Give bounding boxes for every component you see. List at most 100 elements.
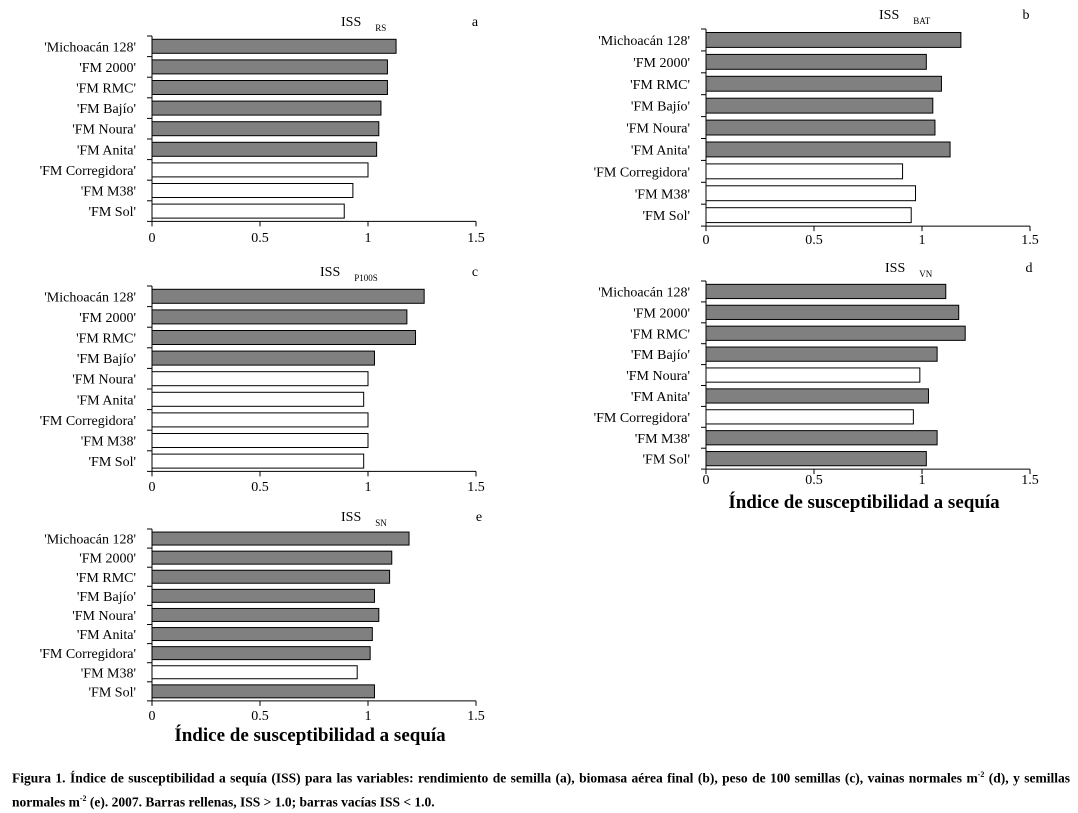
bar xyxy=(151,646,371,661)
bar xyxy=(705,207,912,224)
bar xyxy=(151,569,391,584)
bar xyxy=(151,182,354,199)
x-tick-label: 0.5 xyxy=(805,233,823,248)
panel-title-e: ISS SN xyxy=(341,510,387,528)
bar xyxy=(705,346,938,362)
category-label: 'FM RMC' xyxy=(76,332,136,347)
bar xyxy=(705,388,929,404)
category-label: 'FM Anita' xyxy=(77,628,136,643)
panel-title-b: ISS BAT xyxy=(879,8,931,26)
bar xyxy=(151,391,365,407)
bar xyxy=(151,550,393,565)
bar xyxy=(705,53,927,70)
bar xyxy=(705,367,921,383)
bar xyxy=(151,588,375,603)
panel-letter-b: b xyxy=(1023,8,1030,23)
bar xyxy=(151,162,369,178)
bar xyxy=(151,309,408,325)
panel-title-c: ISS P100S xyxy=(320,265,378,283)
category-label: 'FM 2000' xyxy=(633,56,690,71)
panel-title-subscript: BAT xyxy=(913,16,931,26)
x-tick-label: 1.5 xyxy=(1021,473,1039,488)
panel-title-main: ISS xyxy=(879,8,899,23)
category-label: 'FM M38' xyxy=(635,187,690,202)
category-label: 'FM RMC' xyxy=(76,571,136,586)
caption-text-3: (e). 2007. Barras rellenas, ISS > 1.0; b… xyxy=(86,794,435,809)
x-tick-label: 1.5 xyxy=(467,231,485,246)
category-label: 'FM 2000' xyxy=(633,306,690,321)
category-label: 'FM 2000' xyxy=(79,552,136,567)
caption-sup-1: -2 xyxy=(977,770,985,779)
panel-title-main: ISS xyxy=(341,510,361,525)
panel-title-main: ISS xyxy=(341,15,361,30)
category-label: 'FM Noura' xyxy=(626,122,690,137)
bar xyxy=(151,350,375,366)
bar xyxy=(151,432,369,449)
bar xyxy=(151,665,358,680)
panel-letter-e: e xyxy=(476,510,482,525)
bar xyxy=(705,75,942,92)
x-tick-label: 0 xyxy=(703,233,710,248)
category-label: 'FM Bajío' xyxy=(631,100,690,115)
chart-panel-e: ISS SN e 'Michoacán 128' 'FM 2000' 'FM RMC' 'F… xyxy=(40,510,485,746)
category-label: 'FM Corregidora' xyxy=(594,411,690,426)
caption-text-1: Figura 1. Índice de susceptibilidad a se… xyxy=(12,770,978,786)
bar xyxy=(151,100,382,116)
category-label: 'FM M38' xyxy=(81,435,136,450)
chart-panel-d: ISS VN d 'Michoacán 128' 'FM 2000' 'FM RMC' 'F… xyxy=(594,261,1039,513)
bar xyxy=(151,59,388,75)
panel-title-main: ISS xyxy=(320,265,340,280)
category-label: 'FM M38' xyxy=(635,432,690,447)
bar xyxy=(151,453,365,469)
category-label: 'Michoacán 128' xyxy=(598,34,690,49)
caption-text-2: (d), y semillas normales m xyxy=(12,770,1071,810)
chart-panel-a: ISS RS a 'Michoacán 128' 'FM 2000' 'FM RMC' 'F… xyxy=(40,15,485,246)
panel-letter-d: d xyxy=(1026,261,1033,276)
panel-title-subscript: VN xyxy=(919,269,932,279)
category-label: 'Michoacán 128' xyxy=(44,290,136,305)
x-tick-label: 0.5 xyxy=(251,709,269,724)
x-axis-label: Índice de susceptibilidad a sequía xyxy=(728,491,1000,513)
x-tick-label: 1.5 xyxy=(1021,233,1039,248)
category-label: 'FM RMC' xyxy=(630,327,690,342)
panel-title-a: ISS RS xyxy=(341,15,386,33)
x-tick-label: 0.5 xyxy=(805,473,823,488)
x-tick-label: 1 xyxy=(365,709,372,724)
bar xyxy=(705,283,947,300)
bar xyxy=(151,607,380,622)
bar xyxy=(705,97,934,114)
bar xyxy=(151,684,375,699)
category-label: 'FM Noura' xyxy=(72,609,136,624)
category-label: 'FM Bajío' xyxy=(631,348,690,363)
bar xyxy=(705,163,904,180)
category-label: 'FM Anita' xyxy=(631,143,690,158)
panel-title-subscript: SN xyxy=(375,518,387,528)
x-tick-label: 1 xyxy=(919,233,926,248)
x-tick-label: 1.5 xyxy=(467,480,485,495)
category-label: 'FM Bajío' xyxy=(77,352,136,367)
bar xyxy=(151,412,369,428)
category-label: 'FM 2000' xyxy=(79,61,136,76)
panel-letter-c: c xyxy=(472,265,478,280)
category-label: 'FM 2000' xyxy=(79,311,136,326)
category-label: 'FM RMC' xyxy=(630,78,690,93)
category-label: 'FM Sol' xyxy=(89,455,136,470)
bar xyxy=(151,141,378,157)
x-tick-label: 0 xyxy=(149,480,156,495)
category-label: 'FM Anita' xyxy=(631,390,690,405)
bar xyxy=(151,203,345,219)
bar xyxy=(705,325,966,341)
bar xyxy=(151,121,380,137)
bar xyxy=(151,329,417,346)
figure-caption: Figura 1. Índice de susceptibilidad a se… xyxy=(12,765,1070,812)
category-label: 'FM Corregidora' xyxy=(40,647,136,662)
figure: ISS RS a 'Michoacán 128' 'FM 2000' 'FM RMC' 'F… xyxy=(40,8,1039,746)
category-label: 'FM Noura' xyxy=(626,369,690,384)
bar xyxy=(705,409,914,425)
bar xyxy=(705,430,938,446)
bar xyxy=(151,79,388,96)
x-tick-label: 1 xyxy=(365,480,372,495)
bar xyxy=(705,451,927,467)
bar xyxy=(705,185,917,202)
caption-sup-2: -2 xyxy=(79,793,87,803)
